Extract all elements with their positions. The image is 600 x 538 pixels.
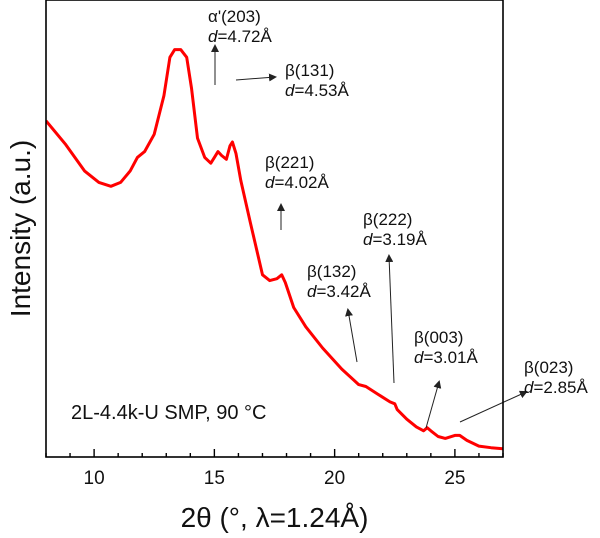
peak-phase-label: β(132)	[307, 262, 356, 281]
x-tick-labels: 10 15 20 25	[84, 468, 466, 489]
plot-frame	[45, 0, 504, 458]
annotation-arrow	[385, 254, 395, 384]
x-tick-label: 10	[84, 468, 105, 489]
peak-d-spacing-label: d=4.02Å	[265, 173, 329, 192]
peak-annotation: β(222)d=3.19Å	[363, 210, 427, 384]
peak-phase-label: β(023)	[524, 358, 573, 377]
peak-d-spacing-label: d=3.01Å	[414, 348, 478, 367]
x-tick-label: 20	[324, 468, 345, 489]
peak-annotation: β(221)d=4.02Å	[265, 153, 329, 230]
peak-annotation: β(131)d=4.53Å	[235, 61, 349, 100]
tick-marks	[45, 449, 504, 457]
peak-annotations: α'(203)d=4.72Åβ(131)d=4.53Åβ(221)d=4.02Å…	[208, 7, 588, 429]
annotation-arrow	[459, 390, 528, 423]
x-axis-title: 2θ (°, λ=1.24Å)	[181, 502, 369, 533]
annotation-arrow	[425, 380, 442, 429]
peak-phase-label: β(003)	[414, 328, 463, 347]
sample-label: 2L-4.4k-U SMP, 90 °C	[71, 402, 267, 424]
peak-phase-label: β(221)	[265, 153, 314, 172]
series-layer	[46, 48, 503, 451]
xrd-pattern-line	[46, 48, 503, 451]
peak-d-spacing-label: d=4.72Å	[208, 27, 272, 46]
peak-annotation: β(003)d=3.01Å	[414, 328, 478, 429]
peak-d-spacing-label: d=2.85Å	[524, 378, 588, 397]
x-tick-label: 25	[444, 468, 465, 489]
annotation-arrow	[235, 73, 277, 82]
peak-d-spacing-label: d=3.42Å	[307, 282, 371, 301]
peak-annotation: β(132)d=3.42Å	[307, 262, 371, 363]
y-axis-title: Intensity (a.u.)	[5, 140, 36, 317]
annotation-arrow	[345, 308, 358, 363]
peak-phase-label: α'(203)	[208, 7, 261, 26]
peak-d-spacing-label: d=3.19Å	[363, 230, 427, 249]
peak-annotation: α'(203)d=4.72Å	[208, 7, 272, 85]
x-tick-label: 15	[204, 468, 225, 489]
peak-phase-label: β(222)	[363, 210, 412, 229]
peak-phase-label: β(131)	[285, 61, 334, 80]
peak-d-spacing-label: d=4.53Å	[285, 81, 349, 100]
peak-annotation: β(023)d=2.85Å	[459, 358, 588, 423]
